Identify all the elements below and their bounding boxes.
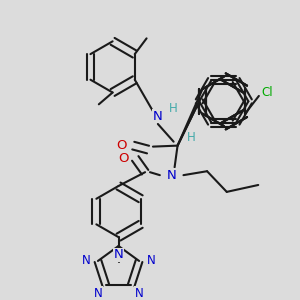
Text: O: O (118, 152, 129, 165)
Text: Cl: Cl (261, 85, 273, 98)
Text: N: N (82, 254, 91, 268)
Text: N: N (146, 254, 155, 268)
Text: N: N (167, 169, 176, 182)
Text: H: H (187, 131, 196, 144)
Text: N: N (114, 248, 123, 261)
Text: O: O (116, 139, 127, 152)
Text: N: N (94, 286, 102, 299)
Text: N: N (153, 110, 163, 123)
Text: N: N (135, 286, 143, 299)
Text: H: H (169, 102, 178, 115)
